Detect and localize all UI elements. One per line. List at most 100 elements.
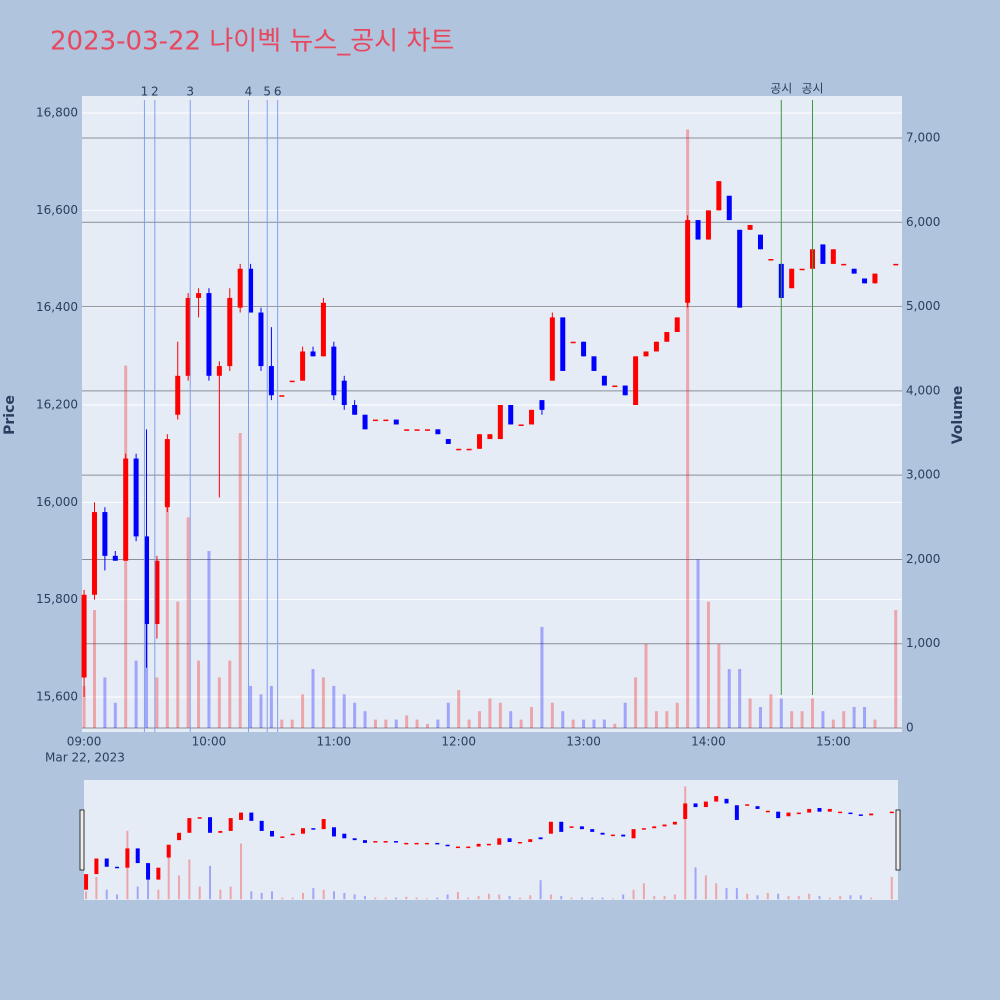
slider-volume-bar (673, 894, 676, 900)
slider-candle (765, 810, 770, 813)
slider-volume-bar (859, 895, 862, 900)
slider-volume-bar (301, 892, 304, 900)
x-tick-label: 11:00 (317, 735, 352, 749)
slider-candle (476, 843, 481, 847)
y-tick-label: 16,400 (36, 300, 78, 314)
candle-body (768, 259, 774, 261)
slider-volume-bar (787, 896, 790, 900)
volume-bar (550, 702, 554, 729)
slider-volume-bar (653, 896, 656, 900)
candle-body (757, 234, 763, 250)
slider-volume-bar (105, 889, 108, 900)
slider-candle (517, 841, 522, 844)
volume-bar (561, 711, 565, 729)
slider-candle (208, 817, 213, 833)
volume-bar (498, 702, 502, 729)
volume-bar (800, 711, 804, 729)
volume-bar (738, 669, 742, 729)
candle-body (424, 429, 430, 431)
candle-body (539, 400, 545, 410)
x-tick-label: 12:00 (441, 735, 476, 749)
volume-bar (790, 711, 794, 729)
x-tick-label: 15:00 (816, 735, 851, 749)
slider-volume-bar (291, 897, 294, 900)
volume-bar (769, 694, 773, 729)
slider-candle (249, 812, 254, 821)
volume-bar (92, 610, 96, 729)
annotation-label: 1 (141, 85, 149, 99)
volume-bar (238, 433, 242, 729)
slider-candle (528, 839, 533, 842)
x-date-label: Mar 22, 2023 (45, 751, 125, 765)
annotation-label: 4 (245, 85, 253, 99)
candle-body (799, 268, 805, 271)
slider-handle-right[interactable] (895, 809, 901, 871)
slider-volume-bar (147, 875, 150, 900)
slider-volume-bar (260, 892, 263, 900)
candle-body (560, 317, 566, 371)
slider-volume-bar (828, 897, 831, 900)
slider-volume-bar (95, 876, 98, 900)
slider-volume-bar (188, 859, 191, 900)
slider-volume-bar (281, 897, 284, 900)
y2-tick-label: 7,000 (906, 130, 940, 144)
slider-volume-bar (539, 880, 542, 900)
volume-bar (509, 711, 513, 729)
volume-bar (311, 669, 315, 729)
candle-body (601, 375, 607, 386)
slider-volume-bar (250, 891, 253, 900)
slider-candle (455, 846, 460, 849)
volume-bar (321, 677, 325, 729)
candle-body (862, 278, 868, 284)
volume-bar (665, 711, 669, 729)
slider-candle (290, 833, 295, 836)
candle-body (123, 458, 129, 561)
chart-title: 2023-03-22 나이벡 뉴스_공시 차트 (50, 27, 454, 57)
slider-volume-bar (694, 867, 697, 900)
range-slider[interactable] (84, 780, 898, 900)
slider-volume-bar (353, 894, 356, 900)
slider-candle (352, 838, 357, 841)
y-tick-label: 16,000 (36, 495, 78, 509)
candle-body (154, 560, 160, 624)
slider-candle (228, 818, 233, 831)
slider-candle (507, 838, 512, 842)
volume-bar (217, 677, 221, 729)
volume-bar (727, 669, 731, 729)
x-tick-label: 09:00 (67, 735, 102, 749)
slider-handle-left[interactable] (79, 809, 85, 871)
slider-candle (559, 821, 564, 832)
slider-volume-bar (725, 888, 728, 900)
annotation-label: 3 (186, 85, 194, 99)
candle-body (279, 395, 285, 397)
y2-tick-label: 0 (906, 721, 914, 735)
slider-volume-bar (178, 875, 181, 900)
volume-bar (446, 702, 450, 729)
slider-candle (414, 842, 419, 845)
slider-candle (693, 803, 698, 808)
slider-candle (94, 858, 99, 875)
slider-candle (497, 838, 502, 845)
candle-body (581, 341, 587, 357)
candle-body (237, 268, 243, 308)
candle-body (414, 429, 420, 431)
candle-body (549, 317, 555, 381)
candle-body (310, 351, 316, 357)
slider-volume-bar (157, 889, 160, 900)
slider-candle (166, 844, 171, 858)
y2-tick-label: 6,000 (906, 215, 940, 229)
slider-volume-bar (446, 894, 449, 900)
annotation-label: 공시 (770, 82, 792, 96)
slider-candle (486, 843, 491, 846)
candle-body (300, 351, 306, 381)
slider-candle (755, 806, 760, 809)
slider-candle (796, 812, 801, 815)
slider-volume-bar (198, 886, 201, 900)
candle-body (591, 356, 597, 371)
slider-candle (569, 826, 574, 828)
y-tick-label: 15,600 (36, 689, 78, 703)
slider-volume-bar (436, 897, 439, 900)
slider-candle (383, 841, 388, 843)
slider-candle (259, 820, 264, 831)
candle-body (518, 424, 524, 426)
